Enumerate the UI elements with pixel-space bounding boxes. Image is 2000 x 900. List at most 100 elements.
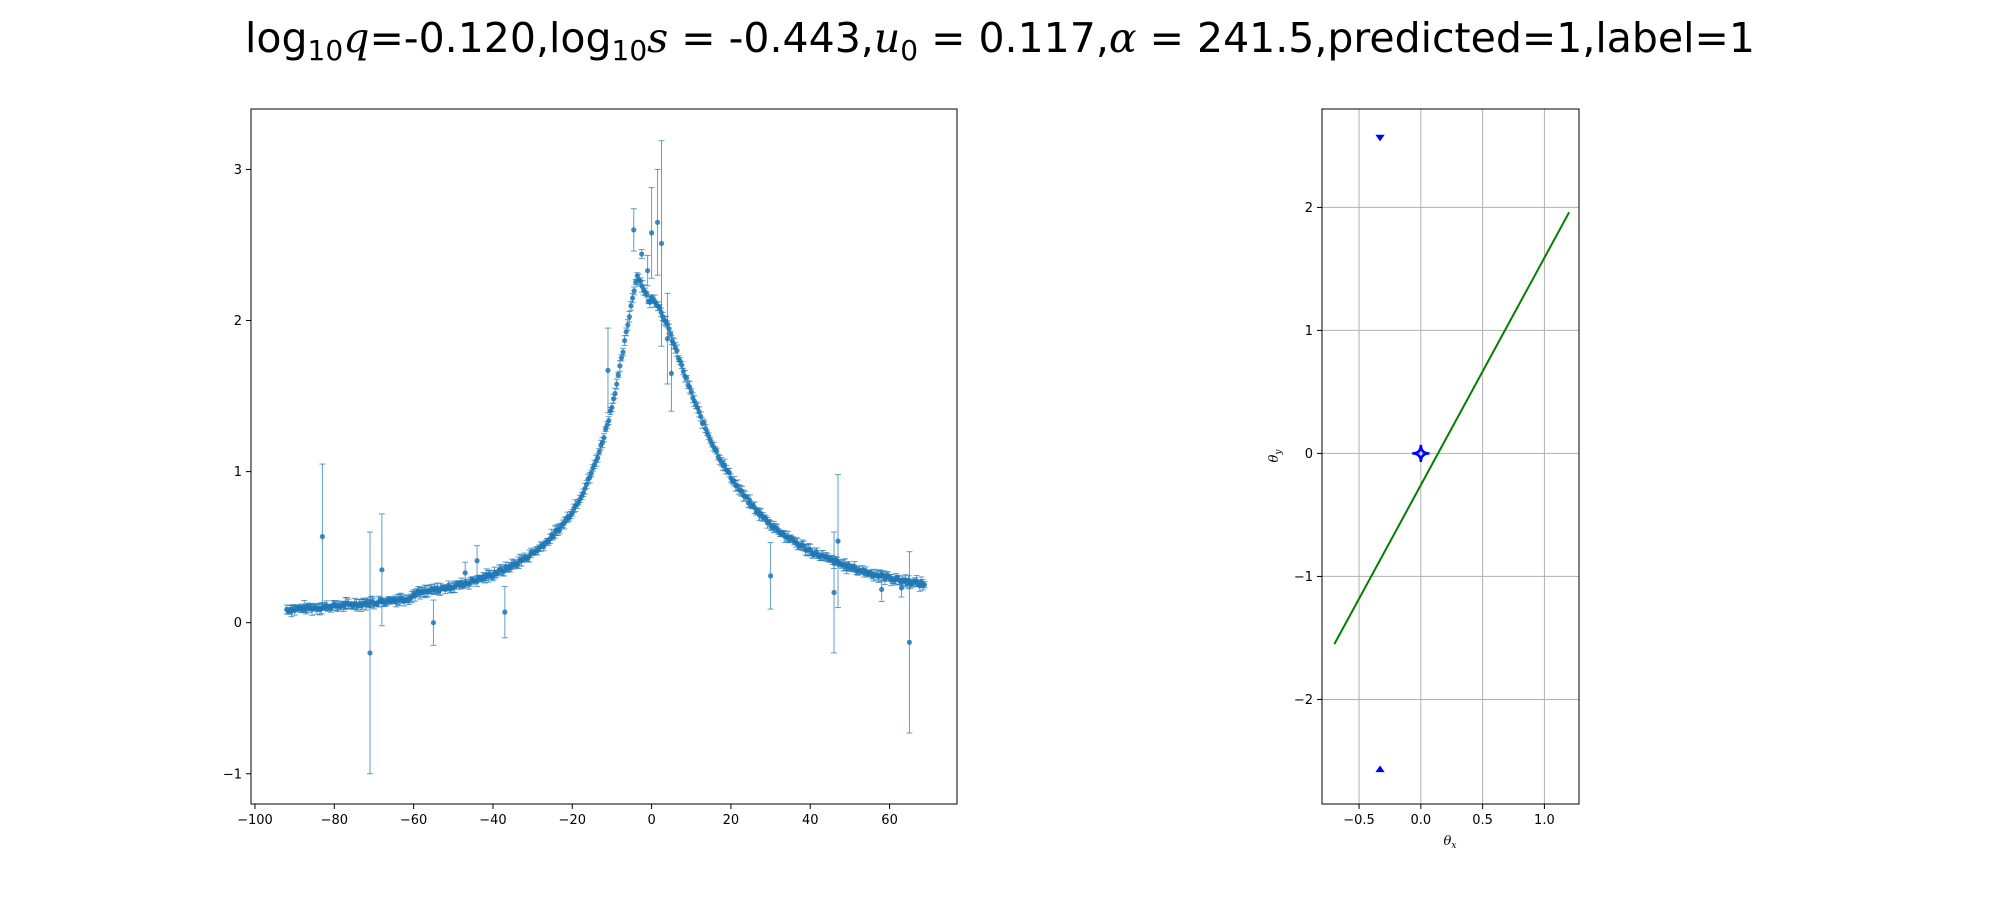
title-part: = 0.117, [918, 14, 1109, 62]
x-tick-label: 60 [881, 813, 898, 828]
light-curve-panel: −100 −80 −60 −40 −20 0 20 40 60 −1 0 1 2 3 [223, 108, 958, 828]
data-point [502, 609, 508, 615]
axis-label-main: θ [1267, 454, 1282, 462]
data-point [606, 418, 612, 424]
data-point [367, 650, 373, 656]
data-point [879, 586, 885, 593]
caustic-ticks: −0.5 0.0 0.5 1.0 −2 −1 0 1 2 [1294, 201, 1555, 828]
title-part: q [343, 14, 369, 62]
data-point [588, 470, 594, 476]
title-part: = 241.5,predicted=1,label=1 [1137, 14, 1755, 62]
x-tick-label: 1.0 [1534, 813, 1555, 828]
axis-label-main: θ [1444, 834, 1452, 849]
y-tick-label: 1 [1305, 324, 1313, 339]
caustic-x-axis-label: θx [1444, 834, 1457, 851]
axis-label-subscript: x [1451, 841, 1456, 851]
title-part: s [647, 14, 668, 62]
x-tick-label: −20 [559, 813, 586, 828]
data-point [639, 251, 645, 257]
y-tick-label: 3 [234, 163, 242, 178]
caustic-axes-frame [1321, 108, 1580, 805]
data-point [714, 448, 720, 454]
title-part: α [1109, 14, 1137, 62]
data-point [430, 620, 437, 626]
data-point [379, 567, 385, 573]
data-point [767, 573, 774, 579]
data-point [658, 240, 665, 247]
data-point [701, 419, 707, 426]
light-curve-axes-frame [250, 108, 958, 805]
data-point [631, 227, 637, 233]
x-tick-label: −0.5 [1343, 813, 1375, 828]
data-point [683, 375, 690, 381]
title-part: = -0.443, [668, 14, 874, 62]
y-tick-label: 0 [234, 616, 242, 631]
y-tick-label: −1 [1294, 570, 1313, 585]
x-tick-label: 0 [647, 813, 655, 828]
x-tick-label: −60 [400, 813, 427, 828]
light-curve-ticks: −100 −80 −60 −40 −20 0 20 40 60 −1 0 1 2 3 [223, 163, 898, 828]
data-point [644, 291, 650, 298]
title-part: 10 [308, 34, 344, 67]
y-tick-label: 0 [1305, 447, 1313, 462]
data-point [319, 533, 325, 540]
y-tick-label: 2 [1305, 201, 1313, 216]
source-trajectory-line [1333, 211, 1570, 645]
data-point [605, 367, 611, 373]
x-tick-label: 0.5 [1472, 813, 1493, 828]
data-point [906, 639, 913, 645]
title-part: 10 [612, 34, 648, 67]
axis-label-subscript: y [1274, 449, 1284, 456]
data-point [622, 337, 628, 344]
data-point [898, 585, 905, 591]
x-tick-label: −80 [321, 813, 348, 828]
data-point [668, 370, 675, 377]
planetary-caustic-upper [1375, 134, 1385, 142]
data-point [626, 314, 632, 320]
data-point [615, 372, 621, 378]
data-point [645, 268, 651, 274]
data-point [625, 322, 631, 328]
light-curve-data [283, 140, 928, 775]
x-tick-label: 20 [723, 813, 740, 828]
data-point [609, 404, 615, 411]
data-point [679, 362, 685, 368]
x-tick-label: −100 [237, 813, 273, 828]
data-point [648, 230, 655, 236]
caustic-grid [1322, 109, 1579, 804]
planetary-caustic-lower [1375, 765, 1385, 773]
figure-title: log10q=-0.120,log10s = -0.443,u0 = 0.117… [245, 14, 1755, 67]
data-point [620, 349, 626, 355]
x-tick-label: 0.0 [1411, 813, 1432, 828]
data-point [601, 435, 607, 441]
data-point [921, 582, 928, 588]
data-point [674, 348, 680, 354]
caustic-y-axis-label: θy [1267, 449, 1284, 463]
data-point [474, 558, 480, 564]
y-tick-label: 2 [234, 314, 242, 329]
data-point [617, 363, 623, 369]
data-point [835, 538, 841, 544]
title-part: 0 [900, 34, 918, 67]
title-part: u [874, 14, 900, 62]
title-part: =-0.120,log [369, 14, 611, 62]
data-point [628, 303, 634, 309]
data-point [654, 219, 661, 225]
y-tick-label: 1 [234, 465, 242, 480]
data-point [631, 288, 637, 294]
data-point [595, 455, 601, 461]
x-tick-label: 40 [802, 813, 819, 828]
data-point [462, 570, 468, 576]
data-point [612, 390, 618, 397]
data-point [629, 295, 636, 301]
x-tick-label: −40 [479, 813, 506, 828]
y-tick-label: −2 [1294, 693, 1313, 708]
data-point [556, 527, 563, 533]
y-tick-label: −1 [223, 767, 242, 782]
data-point [831, 589, 837, 596]
data-point [664, 336, 671, 342]
data-point [747, 498, 753, 504]
title-part: log [245, 14, 308, 62]
